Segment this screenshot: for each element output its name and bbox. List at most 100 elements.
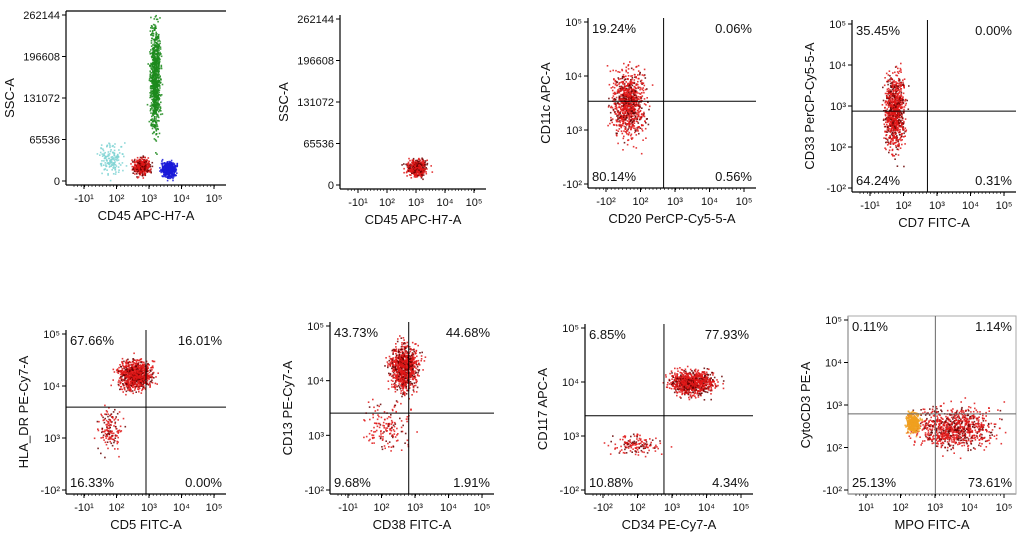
quadrant-label-lr: 0.00% xyxy=(185,475,222,490)
y-tick-label: 0 xyxy=(328,180,334,192)
y-tick-label: -10² xyxy=(822,485,842,497)
y-tick-label: 10⁵ xyxy=(43,329,60,341)
x-tick-label: -10² xyxy=(596,196,616,208)
x-tick-label: 10⁵ xyxy=(206,502,223,514)
plot-8: 0.11% 1.14%25.13% 73.61%10¹ 10² 10³ 10⁴ 10⁵-10… xyxy=(798,315,1017,532)
quadrant-label-ur: 1.14% xyxy=(975,319,1012,334)
y-tick-label: 10⁵ xyxy=(307,321,324,333)
quadrant-label-ll: 10.88% xyxy=(589,475,634,490)
y-tick-labels: -10² 10² 10³ 10⁴ 10⁵ xyxy=(826,19,852,195)
y-tick-label: 10² xyxy=(830,142,846,154)
x-tick-label: 10⁵ xyxy=(996,502,1013,514)
y-tick-labels: -10² 10³ 10⁴ 10⁵ xyxy=(40,329,66,497)
plot-3: 19.24% 0.06%80.14% 0.56%-10² 10² 10³ 10⁴ 10⁵-1… xyxy=(538,17,756,226)
y-tick-label: 196608 xyxy=(297,56,334,68)
quadrant-label-ul: 0.11% xyxy=(852,319,888,334)
population-1 xyxy=(662,365,725,401)
x-tick-labels: -10² 10² 10³ 10⁴ 10⁵ xyxy=(592,494,750,514)
x-tick-label: -10² xyxy=(593,502,613,514)
x-axis-label: CD38 FITC-A xyxy=(373,517,452,532)
y-tick-label: -10² xyxy=(40,485,60,497)
quadrant-label-lr: 0.31% xyxy=(975,173,1012,188)
quadrant-label-ur: 0.00% xyxy=(975,23,1012,38)
population-1 xyxy=(606,61,654,155)
x-tick-label: 10² xyxy=(374,502,390,514)
population-1 xyxy=(384,335,427,402)
y-tick-label: 10³ xyxy=(830,101,846,113)
x-tick-labels: -10¹ 10² 10³ 10⁴ 10⁵ xyxy=(337,494,490,514)
y-tick-label: 10⁴ xyxy=(825,358,842,370)
y-tick-label: -10² xyxy=(826,183,846,195)
y-tick-labels: -10² 10² 10³ 10⁴ 10⁵ xyxy=(822,315,848,497)
quadrant-label-lr: 0.56% xyxy=(715,169,752,184)
population-2 xyxy=(603,433,673,458)
plot-frame xyxy=(847,315,1017,495)
y-tick-label: 10⁴ xyxy=(829,60,846,72)
x-tick-label: 10³ xyxy=(929,200,945,212)
x-tick-label: 10³ xyxy=(667,196,683,208)
quadrant-label-ll: 9.68% xyxy=(334,475,371,490)
x-tick-labels: -10² 10² 10³ 10⁴ 10⁵ xyxy=(595,188,752,208)
x-tick-label: 10⁴ xyxy=(701,196,718,208)
y-tick-label: 0 xyxy=(54,176,60,188)
x-tick-label: 10⁴ xyxy=(962,200,979,212)
x-axis-label: MPO FITC-A xyxy=(894,517,969,532)
quadrant-label-ll: 64.24% xyxy=(856,173,901,188)
x-tick-label: 10⁵ xyxy=(206,193,223,205)
quadrant-label-ur: 77.93% xyxy=(705,327,750,342)
quadrant-label-ur: 16.01% xyxy=(178,333,223,348)
y-axis-label: CD13 PE-Cy7-A xyxy=(280,360,295,455)
x-tick-label: 10⁴ xyxy=(440,502,457,514)
y-tick-label: 10⁴ xyxy=(562,377,579,389)
y-tick-label: 196608 xyxy=(23,52,60,64)
x-tick-label: -10¹ xyxy=(74,193,94,205)
x-axis-label: CD34 PE-Cy7-A xyxy=(622,517,717,532)
y-tick-label: 10⁵ xyxy=(829,19,846,31)
y-tick-label: 262144 xyxy=(297,14,334,26)
plot-6: 43.73% 44.68%9.68% 1.91%-10¹ 10² 10³ 10⁴ 10⁵-1… xyxy=(280,321,494,532)
y-tick-label: 10⁵ xyxy=(565,17,582,29)
quadrant-label-ur: 0.06% xyxy=(715,21,752,36)
x-tick-label: 10⁴ xyxy=(698,502,715,514)
quadrant-label-lr: 1.91% xyxy=(453,475,490,490)
x-tick-label: 10⁵ xyxy=(733,502,750,514)
x-tick-labels: -10¹ 10² 10³ 10⁴ 10⁵ xyxy=(347,189,482,209)
plot-4: 35.45% 0.00%64.24% 0.31%-10¹ 10² 10³ 10⁴ 10⁵-1… xyxy=(802,19,1016,230)
y-tick-label: -10² xyxy=(304,485,324,497)
y-axis-label: CD11c APC-A xyxy=(538,62,553,144)
x-axis-label: CD45 APC-H7-A xyxy=(98,208,195,223)
y-tick-label: -10² xyxy=(562,179,582,191)
x-tick-label: 10³ xyxy=(927,502,943,514)
x-tick-label: 10⁴ xyxy=(961,502,978,514)
x-tick-label: -10¹ xyxy=(348,197,368,209)
population-1 xyxy=(401,157,434,181)
y-tick-label: -10² xyxy=(559,485,579,497)
population-2 xyxy=(93,404,127,459)
x-tick-label: -10¹ xyxy=(74,502,94,514)
population-1 xyxy=(881,62,910,168)
y-tick-labels: 0 65536 131072 196608 262144 xyxy=(297,14,340,192)
x-tick-label: 10³ xyxy=(141,193,157,205)
quadrant-label-ul: 19.24% xyxy=(592,21,637,36)
y-tick-label: 10⁴ xyxy=(307,376,324,388)
x-tick-labels: -10¹ 10² 10³ 10⁴ 10⁵ xyxy=(859,192,1012,212)
x-tick-label: 10³ xyxy=(407,502,423,514)
x-tick-labels: 10¹ 10² 10³ 10⁴ 10⁵ xyxy=(855,494,1013,514)
quadrant-label-ur: 44.68% xyxy=(446,325,491,340)
y-tick-label: 10² xyxy=(826,443,842,455)
x-tick-label: 10³ xyxy=(664,502,680,514)
x-axis-label: CD5 FITC-A xyxy=(110,517,182,532)
plot-1: -10¹ 10² 10³ 10⁴ 10⁵ 0 65536 131072 196608 262144… xyxy=(2,10,226,223)
plot-7: 6.85% 77.93%10.88% 4.34%-10² 10² 10³ 10⁴ 10⁵-1… xyxy=(535,323,753,532)
population-2 xyxy=(363,398,418,452)
x-tick-labels: -10¹ 10² 10³ 10⁴ 10⁵ xyxy=(73,185,223,205)
y-tick-label: 10³ xyxy=(308,430,324,442)
x-tick-label: 10¹ xyxy=(858,502,874,514)
y-axis-label: HLA_DR PE-Cy7-A xyxy=(16,355,31,468)
x-tick-label: 10² xyxy=(109,193,125,205)
x-tick-label: -10¹ xyxy=(338,502,358,514)
x-axis-label: CD20 PerCP-Cy5-5-A xyxy=(608,211,735,226)
plot-5: 67.66% 16.01%16.33% 0.00%-10¹ 10² 10³ 10⁴ 10⁵-… xyxy=(16,329,226,532)
